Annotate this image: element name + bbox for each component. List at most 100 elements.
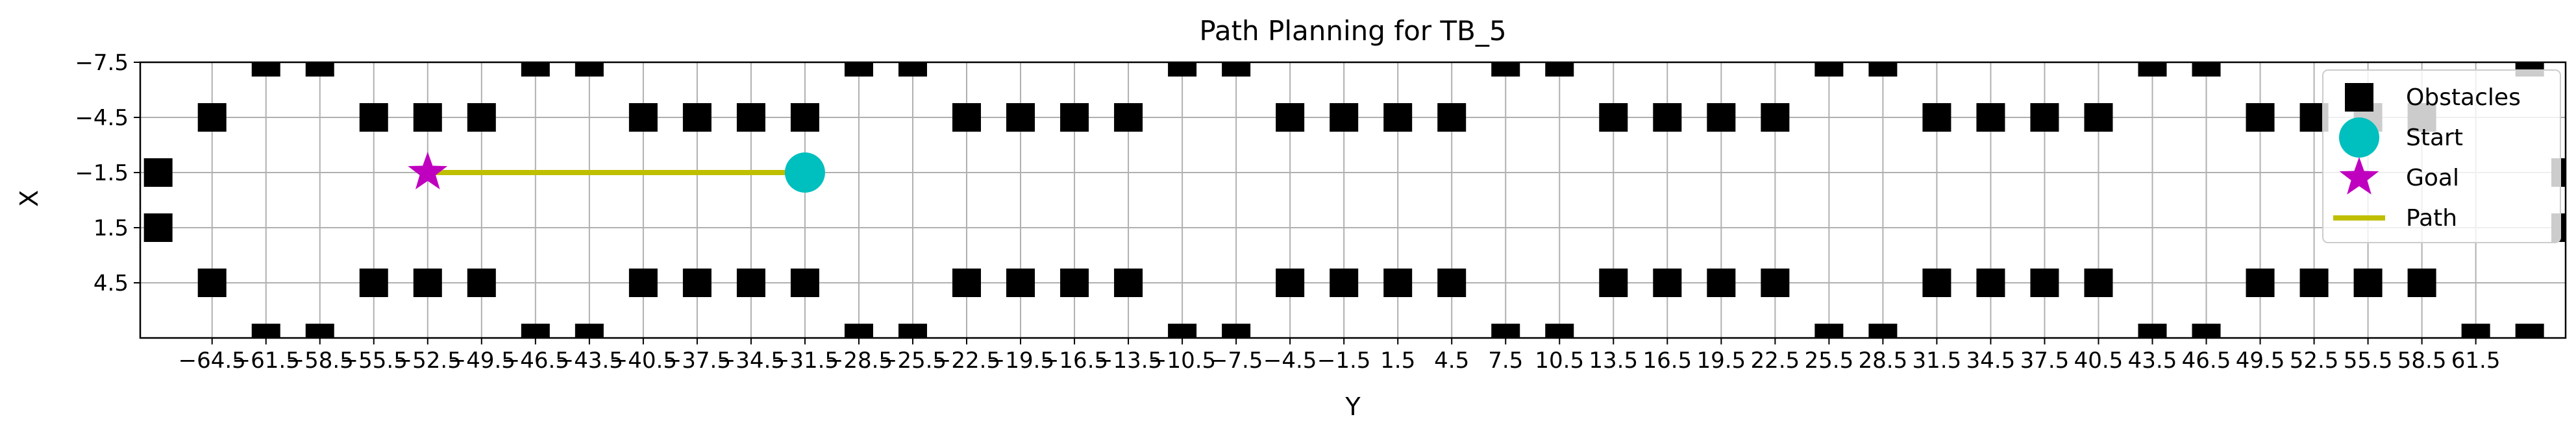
- x-tick-label: −22.5: [933, 348, 1000, 374]
- obstacle-marker: [898, 324, 927, 338]
- obstacle-marker: [305, 62, 334, 77]
- legend-box: [2322, 69, 2561, 243]
- legend: Obstacles Start Goal Path: [2322, 69, 2561, 243]
- y-tick-label: −7.5: [75, 50, 129, 76]
- x-tick-label: 40.5: [2074, 348, 2124, 374]
- x-tick-label: −46.5: [502, 348, 569, 374]
- x-tick-label: 43.5: [2128, 348, 2177, 374]
- y-tick-label: 1.5: [93, 215, 129, 241]
- obstacle-marker: [736, 269, 765, 297]
- x-tick-label: −61.5: [232, 348, 300, 374]
- x-tick-label: 10.5: [1535, 348, 1584, 374]
- obstacle-marker: [1383, 103, 1413, 132]
- obstacle-marker: [1707, 103, 1736, 132]
- x-tick-label: 58.5: [2397, 348, 2447, 374]
- x-tick-label: 16.5: [1642, 348, 1692, 374]
- obstacle-marker: [628, 269, 658, 297]
- obstacle-marker: [1276, 269, 1305, 297]
- obstacle-marker: [359, 103, 388, 132]
- obstacle-marker: [1868, 62, 1898, 77]
- obstacle-marker: [197, 269, 227, 297]
- obstacle-marker: [2299, 269, 2329, 297]
- x-tick-label: −10.5: [1148, 348, 1216, 374]
- obstacle-marker: [952, 269, 982, 297]
- obstacle-marker: [413, 269, 442, 297]
- obstacle-marker: [1222, 324, 1251, 338]
- obstacle-marker: [1976, 103, 2005, 132]
- goal-marker: [408, 152, 448, 189]
- legend-goal-label: Goal: [2406, 165, 2459, 191]
- x-tick-label: 55.5: [2344, 348, 2393, 374]
- x-tick-label: 19.5: [1696, 348, 1746, 374]
- legend-obstacles-label: Obstacles: [2406, 84, 2521, 111]
- obstacle-marker: [790, 103, 819, 132]
- obstacle-marker: [1330, 103, 1359, 132]
- obstacle-marker: [1168, 62, 1197, 77]
- obstacle-marker: [2138, 62, 2167, 77]
- x-tick-label: 46.5: [2182, 348, 2231, 374]
- x-tick-label: −37.5: [663, 348, 731, 374]
- chart-title: Path Planning for TB_5: [1199, 15, 1506, 47]
- obstacle-marker: [736, 103, 765, 132]
- obstacle-marker: [1707, 269, 1736, 297]
- obstacle-marker: [467, 269, 496, 297]
- obstacle-marker: [844, 62, 873, 77]
- x-tick-label: −1.5: [1317, 348, 1371, 374]
- x-tick-label: −34.5: [717, 348, 785, 374]
- legend-start-swatch: [2339, 117, 2379, 158]
- obstacle-marker: [2084, 103, 2113, 132]
- obstacle-marker: [2030, 269, 2059, 297]
- x-tick-label: 31.5: [1913, 348, 1962, 374]
- obstacle-marker: [521, 324, 550, 338]
- axis-ticks: −64.5−61.5−58.5−55.5−52.5−49.5−46.5−43.5…: [75, 50, 2500, 374]
- x-tick-label: 52.5: [2290, 348, 2339, 374]
- obstacle-marker: [1491, 324, 1520, 338]
- y-axis-label: X: [15, 190, 43, 207]
- obstacle-marker: [1006, 103, 1035, 132]
- obstacle-marker: [1922, 269, 1951, 297]
- x-tick-label: −31.5: [771, 348, 839, 374]
- obstacle-marker: [1814, 324, 1844, 338]
- x-tick-label: −40.5: [610, 348, 677, 374]
- legend-path-label: Path: [2406, 205, 2457, 232]
- x-tick-label: −28.5: [825, 348, 893, 374]
- x-tick-label: −13.5: [1095, 348, 1162, 374]
- obstacle-marker: [1060, 269, 1089, 297]
- x-tick-label: 22.5: [1750, 348, 1800, 374]
- obstacle-marker: [251, 324, 280, 338]
- legend-goal-swatch: [2339, 157, 2379, 195]
- obstacle-marker: [1114, 269, 1143, 297]
- x-tick-label: −25.5: [879, 348, 947, 374]
- x-tick-label: −43.5: [556, 348, 623, 374]
- obstacle-marker: [1761, 103, 1790, 132]
- obstacle-marker: [2192, 62, 2221, 77]
- obstacle-marker: [1330, 269, 1359, 297]
- x-tick-label: 4.5: [1434, 348, 1469, 374]
- obstacle-marker: [2084, 269, 2113, 297]
- x-tick-label: −58.5: [286, 348, 354, 374]
- x-tick-label: −49.5: [448, 348, 515, 374]
- x-tick-label: 7.5: [1488, 348, 1523, 374]
- obstacle-marker: [1599, 269, 1628, 297]
- obstacle-marker: [790, 269, 819, 297]
- obstacle-marker: [952, 103, 982, 132]
- obstacle-marker: [1545, 62, 1574, 77]
- obstacle-marker: [305, 324, 334, 338]
- x-tick-label: −7.5: [1209, 348, 1263, 374]
- obstacle-marker: [1383, 269, 1413, 297]
- obstacle-marker: [1761, 269, 1790, 297]
- x-tick-label: 37.5: [2020, 348, 2070, 374]
- start-marker: [784, 152, 825, 193]
- obstacle-marker: [413, 103, 442, 132]
- obstacle-marker: [1653, 103, 1682, 132]
- x-tick-label: 1.5: [1380, 348, 1415, 374]
- x-tick-label: −55.5: [340, 348, 408, 374]
- x-tick-label: −52.5: [394, 348, 462, 374]
- obstacle-marker: [1276, 103, 1305, 132]
- x-tick-label: 13.5: [1589, 348, 1638, 374]
- obstacle-marker: [467, 103, 496, 132]
- x-tick-label: −64.5: [179, 348, 246, 374]
- obstacle-marker: [575, 62, 604, 77]
- obstacle-marker: [143, 213, 173, 242]
- y-tick-label: 4.5: [93, 270, 129, 296]
